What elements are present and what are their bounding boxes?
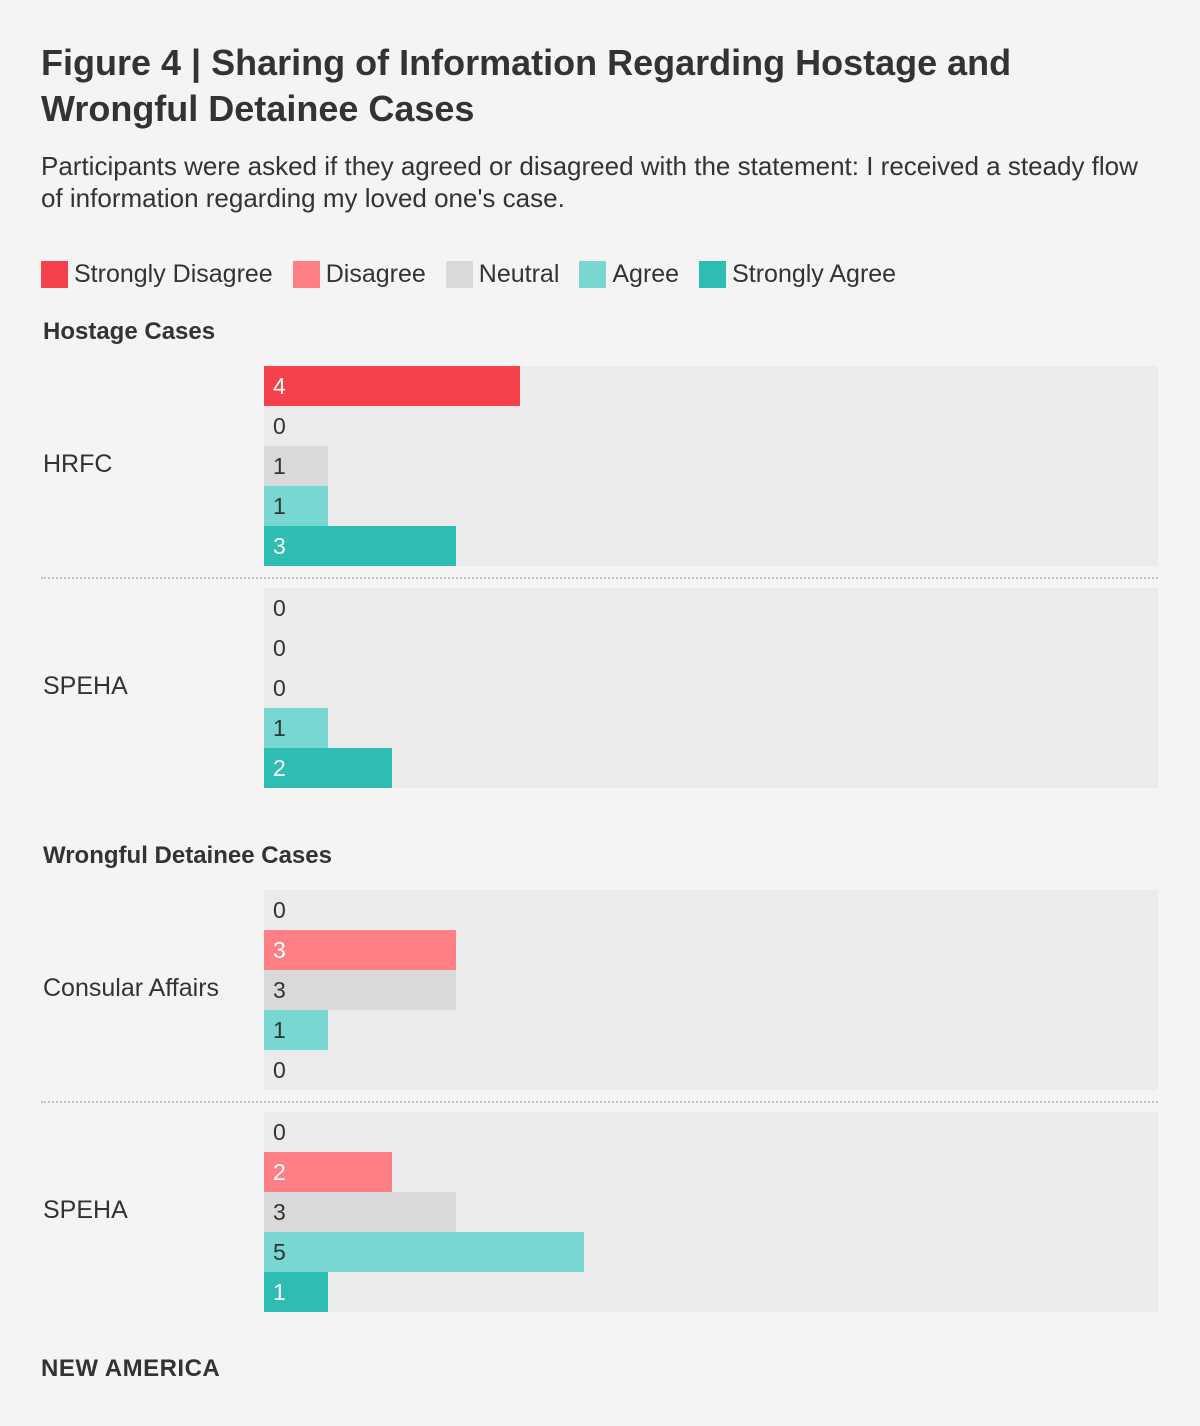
group-separator: [41, 577, 1158, 579]
group-label-speha: SPEHA: [43, 672, 128, 700]
group-label-hrfc: HRFC: [43, 450, 113, 478]
bar-hrfc-strongly-agree: [264, 526, 456, 566]
legend-swatch: [699, 260, 727, 288]
chart-subtitle: Participants were asked if they agreed o…: [41, 151, 1138, 213]
legend-label: Disagree: [325, 259, 426, 288]
data-label: 3: [273, 1199, 286, 1225]
data-label: 2: [273, 755, 286, 781]
section-title-wrongful-detainee-cases: Wrongful Detainee Cases: [43, 842, 332, 869]
bar-speha-agree: [264, 708, 328, 748]
bar-hrfc-agree: [264, 486, 328, 526]
legend-item-agree: Agree: [579, 260, 679, 289]
data-label: 3: [273, 937, 286, 963]
bar-consular-affairs-disagree: [264, 930, 456, 970]
bar-speha-neutral: [264, 1192, 456, 1232]
data-label: 2: [273, 1159, 286, 1185]
legend-swatch: [579, 260, 607, 288]
group-label-consular-affairs: Consular Affairs: [43, 974, 220, 1002]
legend-swatch: [41, 260, 68, 288]
legend-label: Strongly Disagree: [74, 259, 273, 288]
bar-speha-strongly-agree: [264, 1272, 328, 1312]
legend-label: Agree: [612, 259, 680, 288]
bar-hrfc-neutral: [264, 446, 328, 486]
bar-speha-strongly-agree: [264, 748, 392, 788]
data-label: 0: [273, 1057, 286, 1083]
data-label: 3: [273, 533, 286, 559]
bar-speha-disagree: [264, 1152, 392, 1192]
group-label-speha: SPEHA: [43, 1196, 128, 1224]
bar-consular-affairs-agree: [264, 1010, 328, 1050]
group-separator: [41, 1101, 1158, 1103]
bar-speha-agree: [264, 1232, 584, 1272]
legend-item-strongly-disagree: Strongly Disagree: [41, 260, 273, 289]
data-label: 0: [273, 595, 286, 621]
legend-label: Neutral: [478, 259, 560, 288]
section-title-hostage-cases: Hostage Cases: [43, 318, 216, 345]
legend-item-disagree: Disagree: [292, 259, 426, 289]
bar-consular-affairs-neutral: [264, 970, 456, 1010]
legend-label: Strongly Agree: [732, 259, 897, 288]
data-label: 1: [273, 715, 286, 741]
chart-title: Figure 4 | Sharing of Information Regard…: [41, 42, 1012, 129]
legend-item-neutral: Neutral: [445, 259, 560, 289]
data-label: 0: [273, 413, 286, 439]
legend-swatch: [445, 260, 473, 288]
legend-item-strongly-agree: Strongly Agree: [699, 260, 896, 289]
data-label: 1: [273, 1017, 286, 1043]
group-background: [264, 588, 1158, 788]
bar-hrfc-strongly-disagree: [264, 366, 520, 406]
data-label: 1: [273, 493, 286, 519]
publisher-logo-text: NEW AMERICA: [41, 1355, 221, 1382]
data-label: 0: [273, 675, 286, 701]
data-label: 5: [273, 1239, 286, 1265]
data-label: 3: [273, 977, 286, 1003]
data-label: 0: [273, 897, 286, 923]
data-label: 1: [273, 453, 286, 479]
legend: Strongly Disagree Disagree Neutral Agree…: [41, 256, 916, 292]
data-label: 4: [273, 373, 286, 399]
data-label: 1: [273, 1279, 286, 1305]
legend-swatch: [292, 260, 320, 288]
data-label: 0: [273, 635, 286, 661]
data-label: 0: [273, 1119, 286, 1145]
